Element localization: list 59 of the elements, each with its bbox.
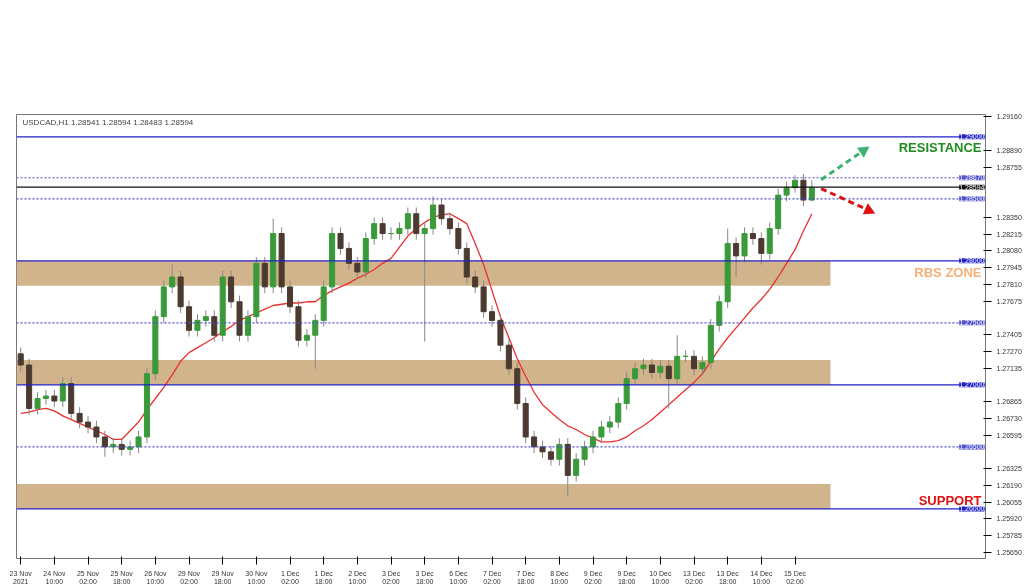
candlestick: [371, 216, 378, 246]
candlestick: [547, 445, 554, 466]
candlestick: [446, 211, 453, 236]
text: RESISTANCE: [898, 139, 982, 155]
candlestick: [312, 313, 319, 370]
candlestick: [85, 415, 92, 434]
text: RBS ZONE: [914, 265, 982, 281]
candlestick: [354, 256, 361, 279]
candlestick: [438, 198, 445, 226]
candlestick: [505, 338, 512, 376]
candlestick: [169, 264, 176, 294]
candlestick: [573, 452, 580, 483]
candlestick: [741, 226, 748, 263]
candlestick: [379, 216, 386, 241]
candlestick: [749, 226, 756, 246]
candlestick: [337, 226, 344, 256]
candlestick: [589, 430, 597, 454]
candlestick: [472, 270, 479, 294]
candlestick: [211, 309, 218, 342]
candlestick: [674, 334, 681, 386]
candlestick: [244, 309, 251, 342]
candlestick: [127, 440, 134, 457]
candlestick: [404, 207, 411, 236]
candlestick: [783, 180, 790, 202]
chart-title: USDCAD,H1 1.28541 1.28594 1.28483 1.28594: [22, 117, 194, 127]
candlestick: [488, 304, 496, 328]
candlestick: [733, 236, 740, 278]
candlestick: [303, 328, 310, 347]
candlestick: [186, 300, 193, 337]
candlestick: [413, 207, 420, 241]
candlestick: [93, 420, 100, 444]
candlestick: [615, 396, 622, 429]
candlestick: [287, 280, 294, 314]
candlestick: [598, 420, 605, 444]
candlestick: [42, 389, 49, 406]
candlestick: [455, 221, 462, 256]
candlestick: [261, 256, 268, 294]
candlestick: [758, 231, 765, 266]
candlestick: [421, 221, 428, 342]
candlestick: [716, 295, 723, 333]
candlestick: [699, 355, 706, 376]
candlestick: [632, 362, 639, 386]
candlestick: [345, 241, 352, 271]
candlestick: [665, 359, 672, 409]
candlestick: [581, 440, 588, 466]
candlestick: [34, 391, 41, 416]
candlestick: [430, 195, 437, 236]
candlestick: [59, 376, 66, 408]
candlestick: [76, 406, 83, 429]
candlestick: [657, 359, 664, 380]
candlestick: [531, 430, 538, 454]
candlestick: [135, 430, 142, 454]
candlestick: [556, 437, 563, 466]
candlestick: [800, 173, 807, 207]
candlestick: [202, 309, 209, 328]
candlestick: [648, 358, 655, 380]
candlestick: [690, 349, 698, 376]
candlestick: [101, 430, 108, 458]
candlestick: [17, 347, 24, 372]
